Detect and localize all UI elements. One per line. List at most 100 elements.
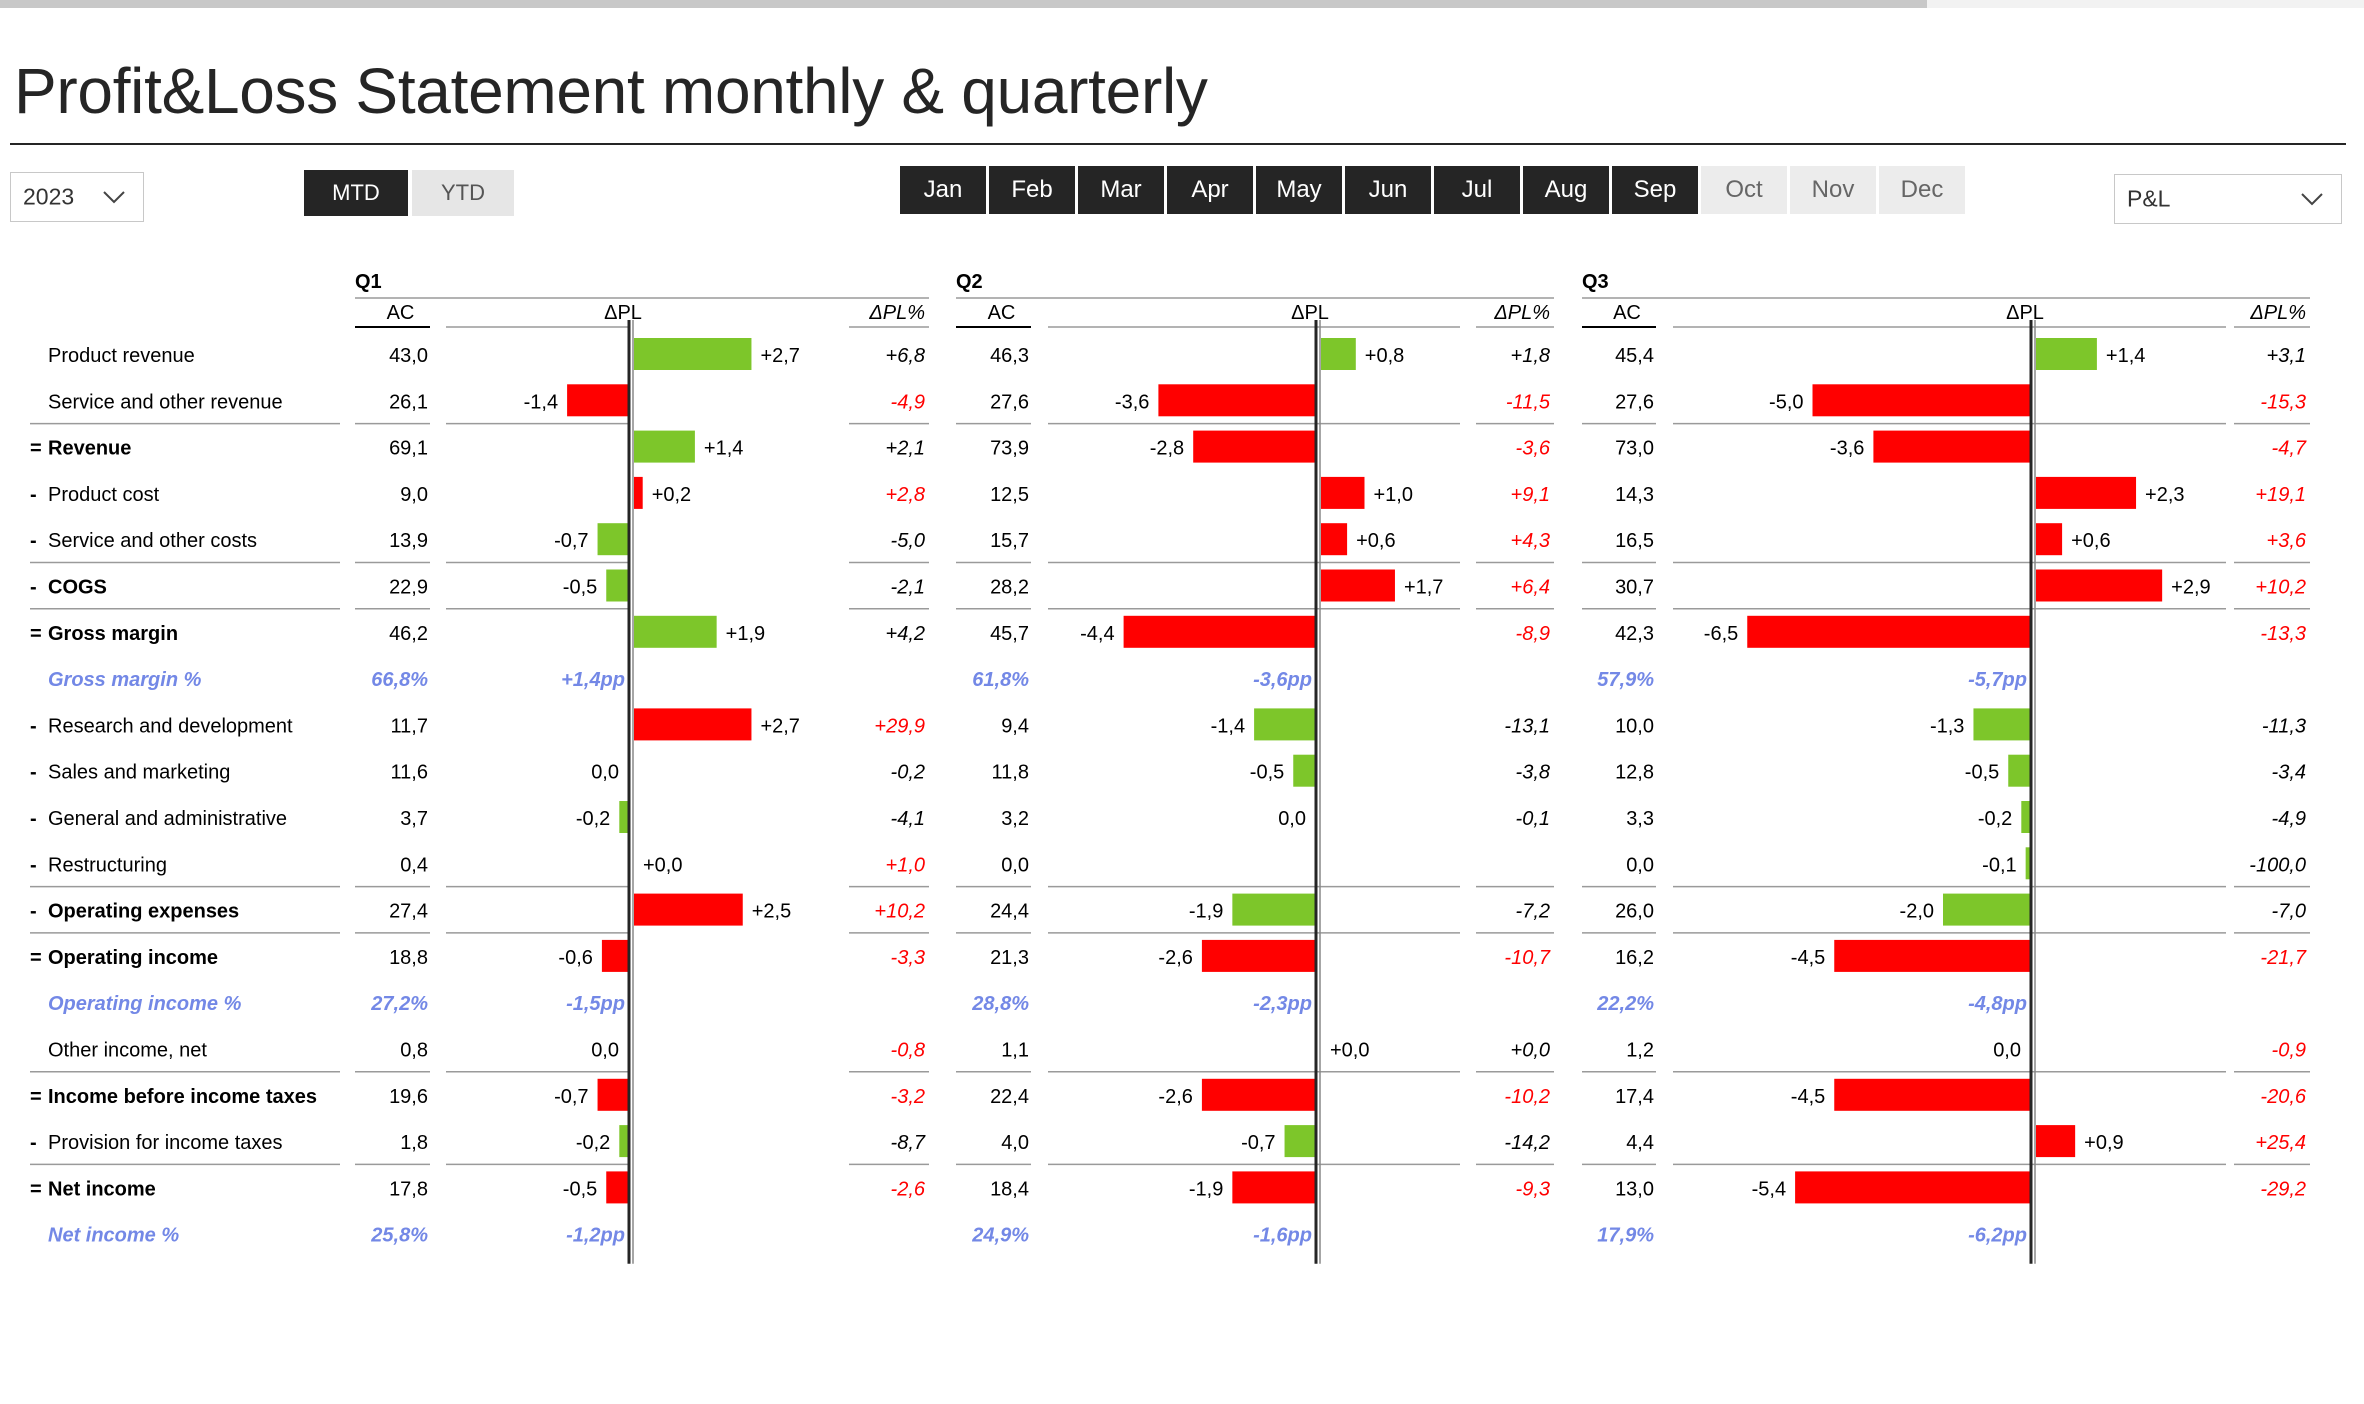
row-prefix: = <box>30 947 42 969</box>
delta-label: -0,5 <box>563 577 597 599</box>
row-label: Operating income <box>48 947 218 969</box>
ac-value: 11,8 <box>992 762 1029 784</box>
delta-bar <box>1284 1125 1315 1158</box>
ac-value: 13,0 <box>1615 1178 1654 1200</box>
ac-value: 18,8 <box>389 947 428 969</box>
delta-pct-value: -100,0 <box>2249 854 2306 876</box>
month-button-sep[interactable]: Sep <box>1612 166 1698 214</box>
month-button-jun[interactable]: Jun <box>1345 166 1431 214</box>
delta-label: +0,0 <box>643 854 682 876</box>
delta-pct-value: -3,2 <box>891 1086 925 1108</box>
row-label: Operating expenses <box>48 901 239 923</box>
delta-pct-value: +2,8 <box>886 484 925 506</box>
ac-value: 28,2 <box>990 577 1029 599</box>
month-button-feb[interactable]: Feb <box>989 166 1075 214</box>
delta-bar <box>634 338 752 370</box>
delta-bar <box>2036 338 2097 370</box>
ac-value: 10,0 <box>1615 715 1654 737</box>
month-button-jul[interactable]: Jul <box>1434 166 1520 214</box>
delta-pct-value: -0,9 <box>2272 1040 2306 1062</box>
row-prefix: = <box>30 623 42 645</box>
year-dropdown[interactable]: 2023 <box>10 172 144 222</box>
ac-value: 3,7 <box>400 808 428 830</box>
month-button-aug[interactable]: Aug <box>1523 166 1609 214</box>
delta-label: +2,5 <box>752 901 791 923</box>
month-button-apr[interactable]: Apr <box>1167 166 1253 214</box>
column-header-dpl-pct: ΔPL% <box>1493 302 1550 324</box>
delta-bar <box>1834 1078 2030 1111</box>
delta-pct-value: -4,1 <box>891 808 925 830</box>
delta-bar <box>567 384 628 417</box>
delta-label: 0,0 <box>591 1040 619 1062</box>
month-button-dec[interactable]: Dec <box>1879 166 1965 214</box>
delta-pct-value: -15,3 <box>2260 391 2306 413</box>
ac-value: 66,8% <box>371 669 428 691</box>
row-label: Operating income % <box>48 993 242 1015</box>
delta-pct-value: -0,2 <box>891 762 925 784</box>
month-button-mar[interactable]: Mar <box>1078 166 1164 214</box>
delta-pct-value: -13,3 <box>2260 623 2306 645</box>
row-prefix: - <box>30 762 37 784</box>
month-button-label: Nov <box>1811 176 1855 203</box>
delta-pct-value: -3,4 <box>2272 762 2306 784</box>
month-button-jan[interactable]: Jan <box>900 166 986 214</box>
month-button-label: Oct <box>1725 176 1763 203</box>
delta-label: -0,2 <box>576 1132 610 1154</box>
delta-label: -0,6 <box>558 947 592 969</box>
month-button-label: Mar <box>1100 176 1142 203</box>
delta-bar <box>1123 615 1315 648</box>
ac-value: 0,8 <box>400 1040 428 1062</box>
tab-ytd[interactable]: YTD <box>412 170 514 216</box>
ac-value: 73,0 <box>1615 438 1654 460</box>
delta-bar <box>2036 476 2137 509</box>
delta-bar <box>634 708 752 741</box>
delta-label: +2,7 <box>760 715 799 737</box>
delta-bar <box>1193 430 1315 463</box>
ac-value: 22,9 <box>389 577 428 599</box>
ac-value: 9,4 <box>1001 715 1029 737</box>
row-prefix: - <box>30 530 37 552</box>
delta-bar <box>1254 708 1315 741</box>
ac-value: 9,0 <box>400 484 428 506</box>
month-button-label: Jun <box>1368 176 1408 203</box>
delta-bar <box>606 569 628 602</box>
ac-value: 1,1 <box>1001 1040 1029 1062</box>
delta-bar <box>597 1078 628 1111</box>
column-header-ac: AC <box>387 302 415 324</box>
delta-label: -5,0 <box>1769 391 1803 413</box>
delta-label: -0,5 <box>1965 762 1999 784</box>
delta-label: -5,4 <box>1752 1178 1786 1200</box>
month-button-may[interactable]: May <box>1256 166 1342 214</box>
column-header-dpl-pct: ΔPL% <box>868 302 925 324</box>
ac-value: 12,8 <box>1615 762 1654 784</box>
delta-pct-value: +10,2 <box>2255 577 2306 599</box>
month-button-nov[interactable]: Nov <box>1790 166 1876 214</box>
delta-bar <box>1232 1171 1315 1204</box>
month-button-oct[interactable]: Oct <box>1701 166 1787 214</box>
ac-value: 16,2 <box>1615 947 1654 969</box>
delta-label: -4,4 <box>1080 623 1114 645</box>
delta-pct-value: +29,9 <box>874 715 925 737</box>
ac-value: 57,9% <box>1597 669 1654 691</box>
delta-label: -1,4 <box>524 391 558 413</box>
row-prefix: - <box>30 854 37 876</box>
delta-label: -2,0 <box>1900 901 1934 923</box>
row-prefix: - <box>30 484 37 506</box>
tab-ytd-label: YTD <box>441 180 485 205</box>
ac-value: 27,2% <box>370 993 428 1015</box>
row-prefix: = <box>30 1086 42 1108</box>
delta-label: -1,9 <box>1189 901 1223 923</box>
delta-bar <box>1232 893 1315 926</box>
delta-bar <box>601 939 628 972</box>
row-label: Service and other costs <box>48 530 257 552</box>
delta-pct-value: -4,7 <box>2272 438 2307 460</box>
delta-pct-value: -4,9 <box>2272 808 2306 830</box>
delta-pct-value: +19,1 <box>2255 484 2306 506</box>
delta-pct-value: +0,0 <box>1511 1040 1550 1062</box>
delta-bar <box>1321 476 1365 509</box>
delta-pct-value: +10,2 <box>874 901 925 923</box>
tab-mtd[interactable]: MTD <box>304 170 408 216</box>
ac-value: 28,8% <box>971 993 1029 1015</box>
quarter-title: Q2 <box>956 271 983 293</box>
report-dropdown[interactable]: P&L <box>2114 174 2342 224</box>
